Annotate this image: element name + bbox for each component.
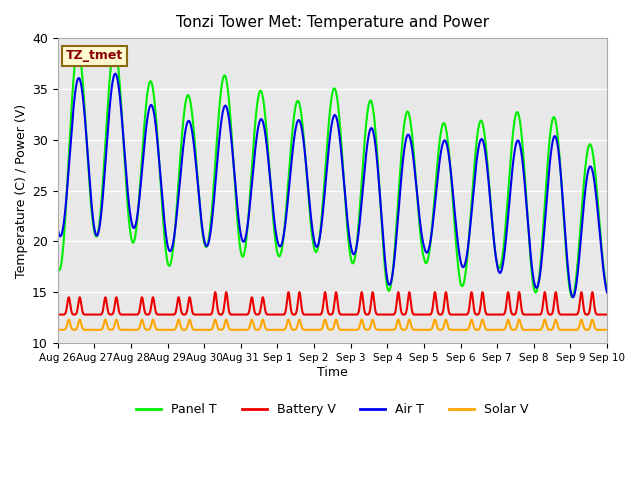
Panel T (111, 46, 118, 51)
Legend: Panel T, Battery V, Air T, Solar V: Panel T, Battery V, Air T, Solar V (131, 398, 534, 421)
Line: Air T: Air T (58, 74, 607, 297)
Solar V (312, 327, 320, 333)
Line: Panel T: Panel T (58, 48, 607, 297)
Battery V (312, 312, 320, 317)
Solar V (602, 327, 610, 333)
Y-axis label: Temperature (C) / Power (V): Temperature (C) / Power (V) (15, 104, 28, 277)
Air T (153, 130, 161, 136)
Battery V (456, 312, 463, 317)
Solar V (152, 326, 160, 332)
Panel T (456, 275, 463, 280)
Battery V (602, 312, 610, 317)
Panel T (487, 200, 495, 206)
Solar V (456, 327, 463, 333)
Air T (569, 294, 577, 300)
Text: TZ_tmet: TZ_tmet (66, 49, 124, 62)
Air T (487, 202, 495, 207)
Battery V (285, 289, 292, 295)
Panel T (425, 250, 433, 256)
Line: Battery V: Battery V (58, 292, 607, 314)
Panel T (603, 286, 611, 292)
Panel T (312, 249, 320, 255)
Air T (456, 252, 463, 258)
Panel T (54, 264, 61, 269)
Air T (54, 226, 61, 232)
Air T (603, 289, 611, 295)
Air T (425, 245, 433, 251)
Battery V (54, 312, 61, 317)
Panel T (603, 284, 611, 290)
Battery V (603, 312, 611, 317)
Panel T (153, 122, 161, 128)
Line: Solar V: Solar V (58, 320, 607, 330)
Solar V (487, 327, 495, 333)
Title: Tonzi Tower Met: Temperature and Power: Tonzi Tower Met: Temperature and Power (176, 15, 489, 30)
Battery V (152, 311, 160, 316)
Solar V (54, 327, 61, 333)
Panel T (568, 294, 576, 300)
Solar V (425, 327, 433, 333)
Air T (312, 243, 320, 249)
Solar V (285, 317, 292, 323)
Air T (111, 71, 119, 77)
Battery V (425, 312, 433, 317)
Solar V (603, 327, 611, 333)
Air T (603, 288, 611, 293)
X-axis label: Time: Time (317, 365, 348, 379)
Battery V (487, 312, 495, 317)
